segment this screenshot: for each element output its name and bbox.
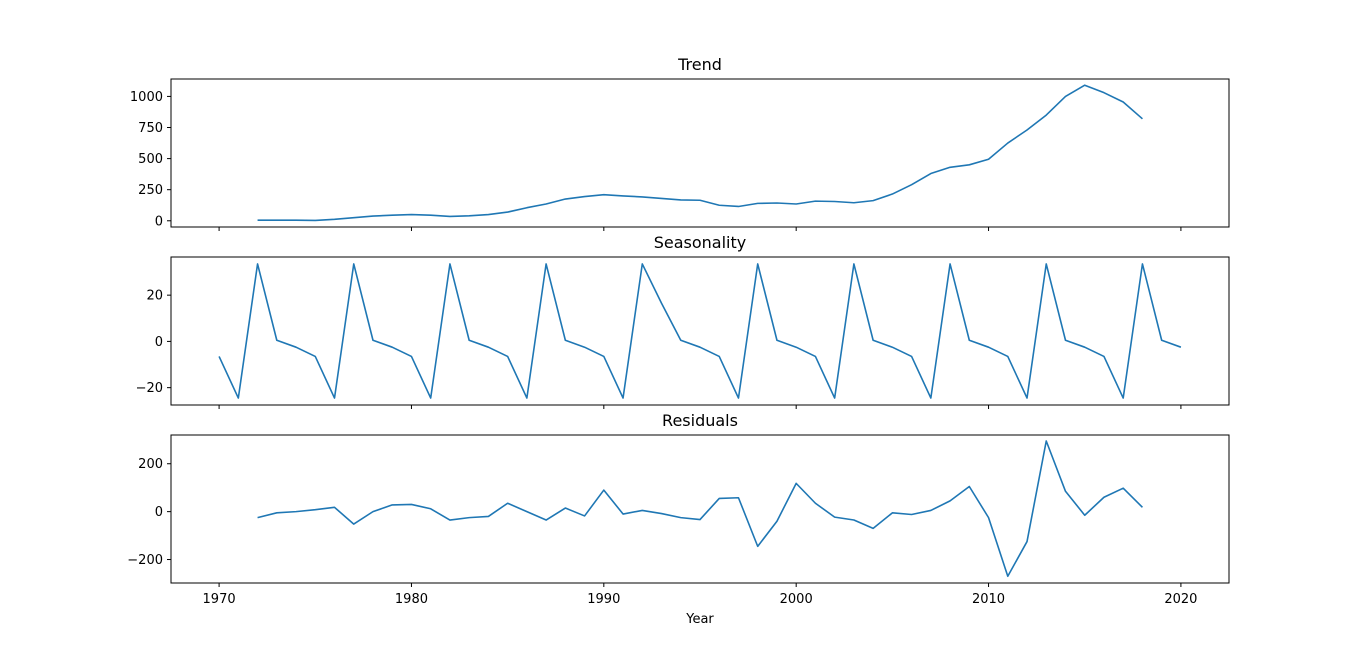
seasonality-ytick-label: 0 [155, 335, 163, 350]
trend-ytick-label: 1000 [130, 90, 163, 105]
trend-axes-frame [170, 78, 1230, 228]
seasonality-series-line [218, 263, 1182, 399]
seasonality-panel: Seasonality −20 0 20 [136, 233, 1230, 409]
residuals-xtick-label: 1990 [587, 592, 620, 607]
seasonality-ytick-label: 20 [146, 289, 163, 304]
residuals-xtick-label: 2020 [1164, 592, 1197, 607]
residuals-xtick-label: 1980 [395, 592, 428, 607]
residuals-title: Residuals [662, 411, 738, 430]
trend-ytick-label: 0 [155, 214, 163, 229]
residuals-xtick-label: 1970 [203, 592, 236, 607]
residuals-xtick-label: 2010 [972, 592, 1005, 607]
residuals-ytick-label: 200 [138, 457, 163, 472]
residuals-ytick-label: −200 [127, 553, 163, 568]
trend-ytick-label: 250 [138, 183, 163, 198]
residuals-ytick-label: 0 [155, 505, 163, 520]
seasonality-ytick-label: −20 [136, 381, 163, 396]
residuals-xlabel: Year [685, 612, 714, 627]
trend-ytick-label: 750 [138, 121, 163, 136]
trend-panel: Trend 0 250 500 750 1000 [130, 55, 1230, 231]
residuals-series-line [257, 440, 1144, 578]
seasonality-axes-frame [170, 256, 1230, 406]
trend-ytick-label: 500 [138, 152, 163, 167]
residuals-panel: Residuals −200 0 200 1970 1980 1990 2000 2010 202… [127, 411, 1230, 627]
residuals-axes-frame [170, 434, 1230, 584]
seasonality-title: Seasonality [654, 233, 747, 252]
residuals-xtick-label: 2000 [780, 592, 813, 607]
trend-title: Trend [677, 55, 722, 74]
trend-series-line [257, 84, 1143, 222]
